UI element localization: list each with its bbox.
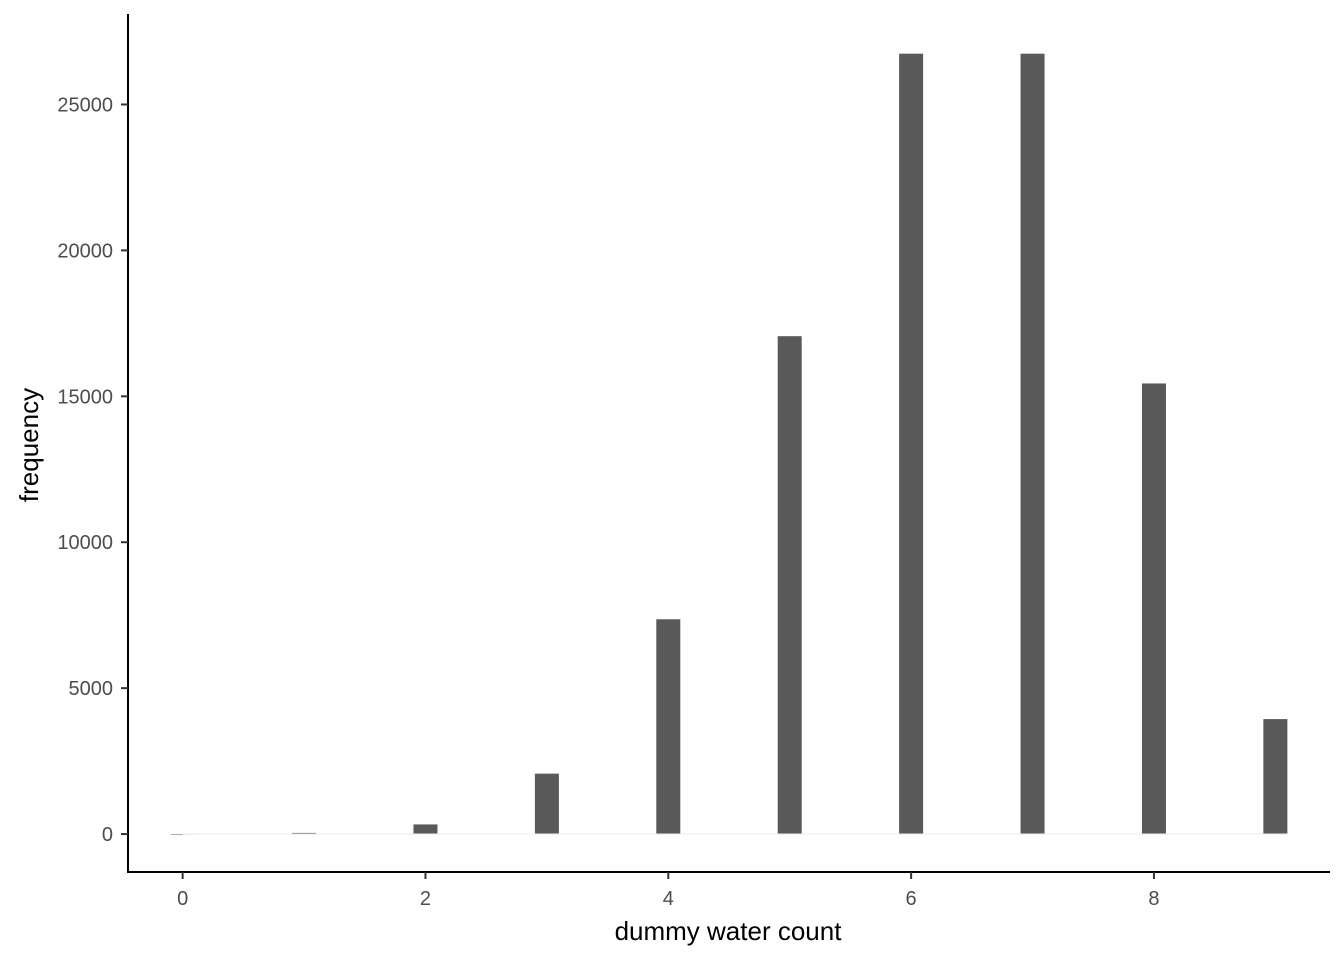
y-axis-title: frequency (14, 388, 44, 502)
bar-4 (656, 619, 681, 835)
bars (170, 53, 1288, 835)
x-tick-label: 0 (177, 888, 188, 910)
x-tick-label: 8 (1148, 888, 1159, 910)
bar-2 (413, 824, 438, 835)
x-tick-label: 6 (906, 888, 917, 910)
x-ticks: 0 2 4 6 8 (177, 872, 1160, 910)
y-tick-label: 15000 (57, 386, 113, 408)
bar-6 (899, 53, 924, 835)
y-tick-label: 25000 (57, 94, 113, 116)
y-tick-label: 0 (102, 824, 113, 846)
bar-9 (1263, 719, 1288, 835)
x-tick-label: 4 (663, 888, 674, 910)
y-ticks: 0 5000 10000 15000 20000 25000 (57, 94, 128, 846)
x-axis-title: dummy water count (615, 916, 843, 946)
x-tick-label: 2 (420, 888, 431, 910)
y-tick-label: 5000 (69, 678, 114, 700)
bar-3 (534, 773, 559, 835)
y-tick-label: 20000 (57, 240, 113, 262)
bar-8 (1141, 383, 1166, 835)
bar-5 (777, 336, 802, 835)
bar-7 (1020, 53, 1045, 835)
bar-1 (292, 832, 317, 835)
y-tick-label: 10000 (57, 532, 113, 554)
